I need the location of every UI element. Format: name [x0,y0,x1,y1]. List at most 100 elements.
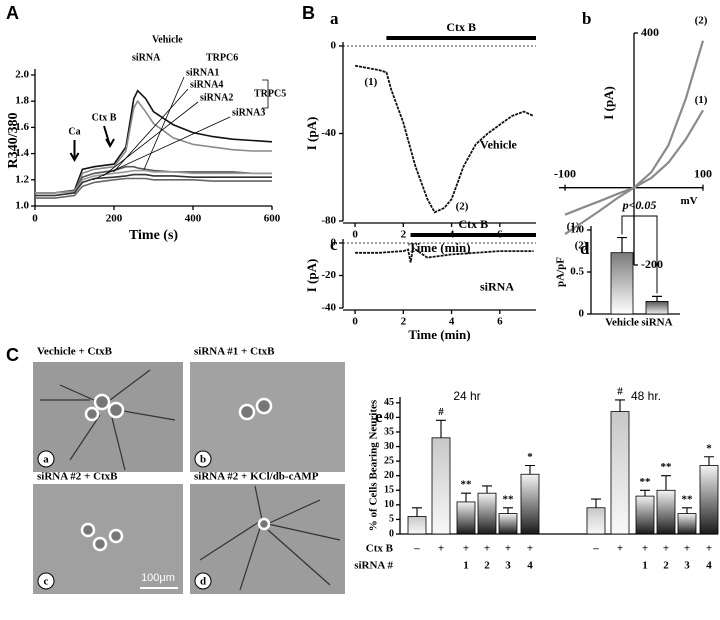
micrograph-caption: siRNA #2 + KCl/db-cAMP [194,471,319,483]
series-label: siRNA3 [232,107,265,118]
bar [645,300,669,315]
error-bar [617,236,627,253]
y-tick-label: 10 [384,499,394,510]
arrow [69,140,80,163]
group-bracket [262,79,269,109]
cells [80,393,273,552]
y-tick-label: 0 [331,237,337,249]
row-cell: + [684,543,690,555]
scale-label: 100μm [141,572,175,584]
arrow-label: Ca [68,126,80,137]
micrograph [33,484,183,594]
significance-mark: ** [461,479,473,491]
row-cell: 1 [642,560,648,572]
y-tick-label: 1.6 [15,121,29,133]
trace-marker: (2) [456,201,469,213]
y-tick-label: 5 [389,514,394,525]
stimulus-label: Ctx B [446,20,476,34]
iv-curve [564,40,705,236]
bar [610,411,630,535]
x-tick-label: -100 [554,166,576,180]
y-tick-label: -40 [321,127,336,139]
bar [610,252,634,315]
bar [498,513,518,535]
significance-mark: # [617,385,623,397]
x-axis-label: Time (min) [408,240,470,255]
bar [699,465,719,535]
letter-badges [37,450,212,590]
x-tick-label: 200 [106,213,123,225]
x-tick-label: 100 [694,166,712,180]
bar [407,516,427,535]
stimulus-bar [386,36,536,40]
bar [431,437,451,535]
y-tick-label: 35 [384,426,394,437]
trace-line [354,64,534,214]
curve-label: (2) [695,14,708,26]
bar [520,473,540,535]
y-tick-label: 0 [389,528,394,539]
micrograph-letter: b [200,454,206,466]
row-cell: – [592,543,599,555]
data-line [35,173,272,197]
y-axis-label: % of Cells Bearing Neurites [368,399,380,531]
micrograph [190,362,345,472]
x-tick-label: siRNA [641,317,672,329]
series-label: Vehicle [152,34,183,45]
y-tick-label: 1.0 [15,200,29,212]
leader-line [143,76,185,171]
curve-label: (1) [567,220,580,232]
data-line [35,177,272,199]
panel-letter: e [375,407,383,426]
significance-mark: ** [640,476,652,488]
p-value: p<0.05 [622,198,657,212]
row-cell: 4 [706,560,712,572]
leader-line [103,101,199,177]
bar [477,492,497,535]
error-bar [436,419,446,438]
x-tick-label: 6 [497,316,503,328]
stimulus-label: Ctx B [458,217,488,231]
trace-marker: (1) [364,76,377,88]
y-tick-label: -80 [321,215,336,227]
series-label: siRNA2 [200,92,233,103]
curve-label: (1) [695,94,708,106]
row-cell: 3 [684,560,690,572]
row-label: siRNA # [354,560,393,572]
row-cell: + [642,543,648,555]
bar [635,495,655,535]
row-cell: + [663,543,669,555]
y-tick-label: -40 [321,302,336,314]
trace-label: Vehicle [480,137,518,151]
micrograph-letter: c [44,576,49,588]
row-cell: + [706,543,712,555]
row-cell: + [527,543,533,555]
y-tick-label: 2.0 [15,69,29,81]
panel-letter: a [330,9,339,28]
error-bar [640,489,650,497]
micrographs: Vechicle + CtxB siRNA #1 + CtxB siRNA #2… [33,346,345,594]
error-bar [591,498,601,508]
error-bar [615,399,625,412]
group-label: TRPC6 [206,52,238,63]
error-bar [652,295,662,302]
y-tick-label: 0 [331,40,337,52]
y-axis-label: R340/380 [6,113,21,169]
x-tick-label: 4 [449,316,455,328]
y-tick-label: 0.5 [570,266,584,278]
x-tick-label: 0 [352,229,358,241]
y-tick-label: -20 [321,269,336,281]
row-cell: + [617,543,623,555]
micrograph-letter: d [200,576,206,588]
panel-letter: A [6,3,19,23]
neurites [40,369,341,591]
series-label: siRNA1 [186,67,219,78]
y-tick-label: 25 [384,455,394,466]
error-bar [661,475,671,491]
y-axis-label: pA/pF [555,257,567,287]
bar [656,489,676,535]
group-label: 24 hr [453,389,480,403]
significance-mark: * [706,442,712,454]
x-tick-label: 2 [401,316,407,328]
y-tick-label: 1.4 [15,147,29,159]
